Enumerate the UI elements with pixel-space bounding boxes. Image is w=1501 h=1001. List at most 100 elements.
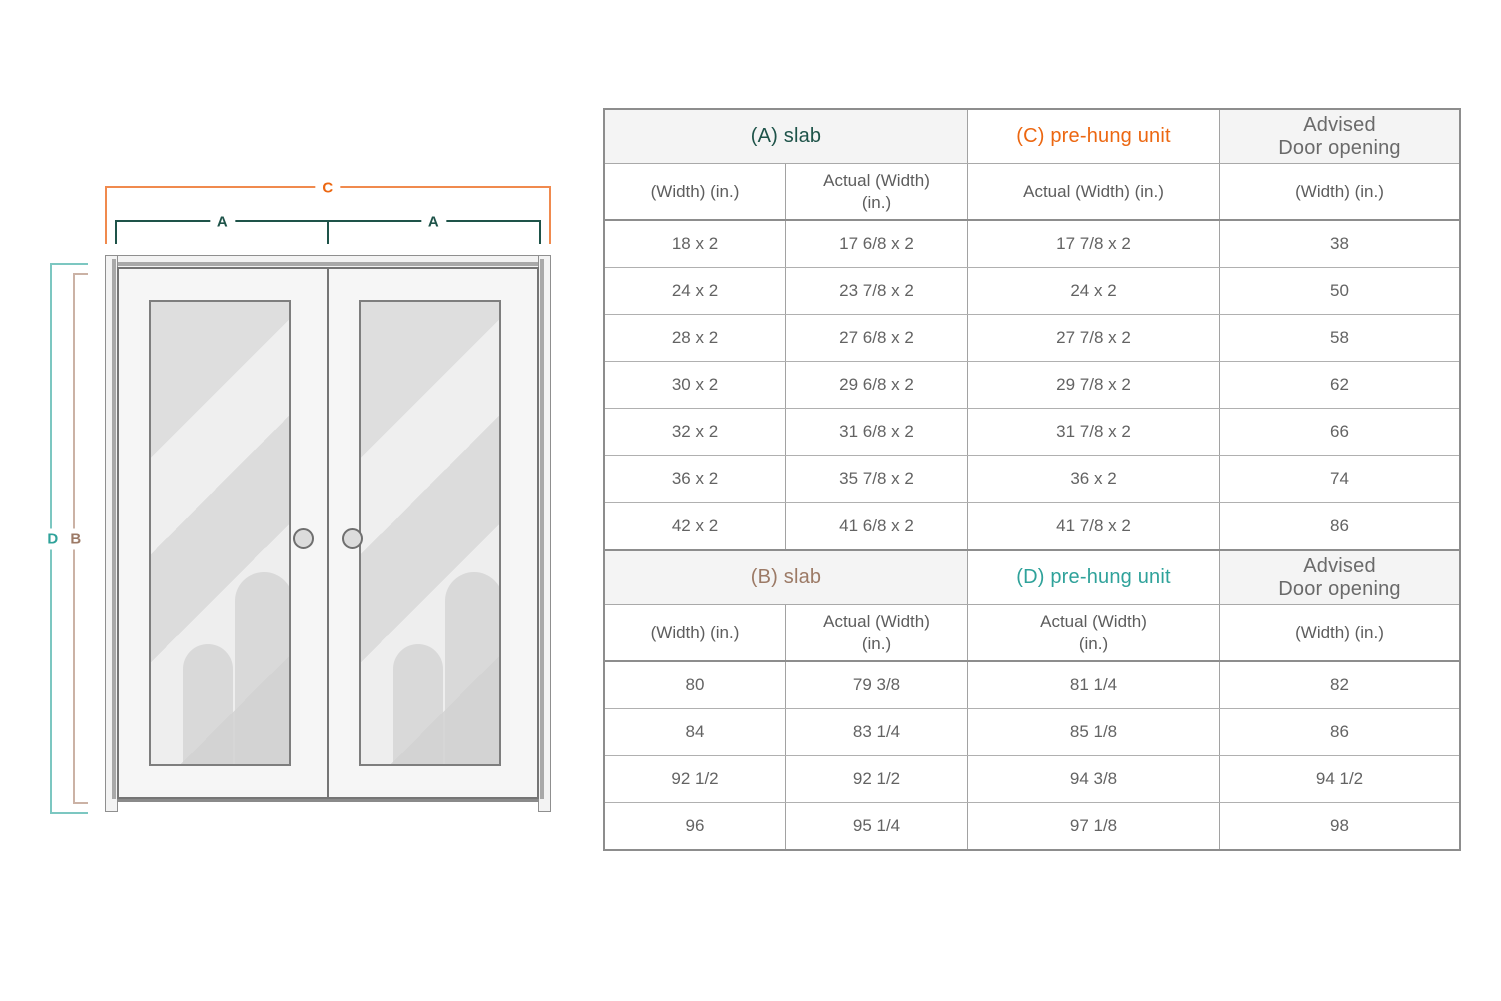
dimension-b-label: B — [68, 528, 84, 549]
table-cell: 84 — [685, 722, 705, 741]
table-section-slab-b: (B) slab (D) pre-hung unit Advised Door … — [605, 549, 1459, 849]
col-header-actual-width: Actual (Width) (in.) — [967, 605, 1219, 660]
glass-reflection-shape — [393, 644, 443, 764]
dimension-d-label: D — [45, 528, 61, 549]
table-cell: 74 — [1219, 456, 1459, 502]
table-cell: 86 — [1219, 709, 1459, 755]
table-cell: 85 1/8 — [967, 709, 1219, 755]
table-row: 84 83 1/4 85 1/8 86 — [605, 709, 1459, 756]
table-cell: 41 7/8 x 2 — [967, 503, 1219, 549]
table-section-slab-a: (A) slab (C) pre-hung unit Advised Door … — [605, 110, 1459, 549]
group-header-prehung-c: (C) pre-hung unit — [967, 110, 1219, 163]
table-row: 96 95 1/4 97 1/8 98 — [605, 803, 1459, 849]
group-header-row: (B) slab (D) pre-hung unit Advised Door … — [605, 549, 1459, 605]
glass-reflection-shape — [183, 644, 233, 764]
door-left-knob — [293, 528, 314, 549]
dimension-d-bracket: D — [45, 263, 88, 814]
dimension-c-bracket: C — [105, 180, 551, 244]
table-row: 24 x 2 23 7/8 x 2 24 x 2 50 — [605, 268, 1459, 315]
table-row: 18 x 2 17 6/8 x 2 17 7/8 x 2 38 — [605, 221, 1459, 268]
table-row: 42 x 2 41 6/8 x 2 41 7/8 x 2 86 — [605, 503, 1459, 549]
table-cell: 62 — [1219, 362, 1459, 408]
door-right-knob — [342, 528, 363, 549]
dimension-b-bracket: B — [68, 273, 88, 804]
table-cell: 28 x 2 — [671, 328, 719, 347]
table-cell: 86 — [1219, 503, 1459, 549]
table-cell: 92 1/2 — [671, 769, 719, 788]
table-cell: 29 7/8 x 2 — [967, 362, 1219, 408]
door-left-slab — [117, 267, 328, 799]
table-cell: 96 — [685, 816, 705, 835]
table-cell: 35 7/8 x 2 — [785, 456, 967, 502]
column-header-row: (Width) (in.) Actual (Width) (in.) Actua… — [605, 605, 1459, 662]
column-header-row: (Width) (in.) Actual (Width) (in.) Actua… — [605, 164, 1459, 221]
table-cell: 95 1/4 — [785, 803, 967, 849]
col-header-width: (Width) (in.) — [1219, 605, 1459, 660]
table-row: 92 1/2 92 1/2 94 3/8 94 1/2 — [605, 756, 1459, 803]
dimension-a-center-tick — [327, 222, 329, 244]
table-cell: 18 x 2 — [671, 234, 719, 253]
table-cell: 31 6/8 x 2 — [785, 409, 967, 455]
door-right-glass — [359, 300, 501, 766]
table-row: 80 79 3/8 81 1/4 82 — [605, 662, 1459, 709]
door-left-glass — [149, 300, 291, 766]
dimension-a-label-right: A — [420, 214, 447, 230]
door-frame — [105, 255, 551, 812]
table-cell: 79 3/8 — [785, 662, 967, 708]
table-cell: 94 3/8 — [967, 756, 1219, 802]
table-cell: 30 x 2 — [671, 375, 719, 394]
double-doors — [117, 267, 539, 802]
table-cell: 36 x 2 — [967, 456, 1219, 502]
table-cell: 92 1/2 — [785, 756, 967, 802]
table-cell: 27 7/8 x 2 — [967, 315, 1219, 361]
table-cell: 82 — [1219, 662, 1459, 708]
table-cell: 38 — [1219, 221, 1459, 267]
door-right-slab — [328, 267, 539, 799]
table-cell: 27 6/8 x 2 — [785, 315, 967, 361]
table-cell: 17 7/8 x 2 — [967, 221, 1219, 267]
col-header-width: (Width) (in.) — [650, 622, 740, 642]
table-row: 36 x 2 35 7/8 x 2 36 x 2 74 — [605, 456, 1459, 503]
col-header-width: (Width) (in.) — [1219, 164, 1459, 219]
group-header-prehung-d: (D) pre-hung unit — [967, 551, 1219, 604]
col-header-actual-width: Actual (Width) (in.) — [967, 164, 1219, 219]
table-cell: 29 6/8 x 2 — [785, 362, 967, 408]
table-cell: 98 — [1219, 803, 1459, 849]
table-row: 30 x 2 29 6/8 x 2 29 7/8 x 2 62 — [605, 362, 1459, 409]
glass-reflection-shape — [235, 572, 289, 764]
table-row: 32 x 2 31 6/8 x 2 31 7/8 x 2 66 — [605, 409, 1459, 456]
table-cell: 80 — [685, 675, 705, 694]
group-header-advised: Advised Door opening — [1219, 551, 1459, 604]
group-header-advised: Advised Door opening — [1219, 110, 1459, 163]
dimension-a-label-left: A — [209, 214, 236, 230]
table-cell: 24 x 2 — [967, 268, 1219, 314]
table-cell: 50 — [1219, 268, 1459, 314]
table-cell: 66 — [1219, 409, 1459, 455]
table-cell: 36 x 2 — [671, 469, 719, 488]
table-cell: 41 6/8 x 2 — [785, 503, 967, 549]
table-cell: 23 7/8 x 2 — [785, 268, 967, 314]
group-header-row: (A) slab (C) pre-hung unit Advised Door … — [605, 110, 1459, 164]
dimension-a-bracket: A A — [115, 214, 541, 244]
sizing-table: (A) slab (C) pre-hung unit Advised Door … — [603, 108, 1461, 851]
door-frame-right-jamb — [538, 255, 551, 812]
table-cell: 94 1/2 — [1219, 756, 1459, 802]
table-cell: 31 7/8 x 2 — [967, 409, 1219, 455]
table-cell: 42 x 2 — [671, 516, 719, 535]
group-header-slab-b: (B) slab — [605, 551, 967, 604]
table-cell: 17 6/8 x 2 — [785, 221, 967, 267]
table-cell: 83 1/4 — [785, 709, 967, 755]
table-cell: 24 x 2 — [671, 281, 719, 300]
dimension-c-label: C — [315, 180, 341, 196]
table-cell: 58 — [1219, 315, 1459, 361]
table-cell: 32 x 2 — [671, 422, 719, 441]
table-cell: 81 1/4 — [967, 662, 1219, 708]
glass-reflection-shape — [445, 572, 499, 764]
table-row: 28 x 2 27 6/8 x 2 27 7/8 x 2 58 — [605, 315, 1459, 362]
col-header-actual-width: Actual (Width) (in.) — [785, 605, 967, 660]
col-header-actual-width: Actual (Width) (in.) — [785, 164, 967, 219]
col-header-width: (Width) (in.) — [650, 181, 740, 201]
table-cell: 97 1/8 — [967, 803, 1219, 849]
group-header-slab-a: (A) slab — [605, 110, 967, 163]
